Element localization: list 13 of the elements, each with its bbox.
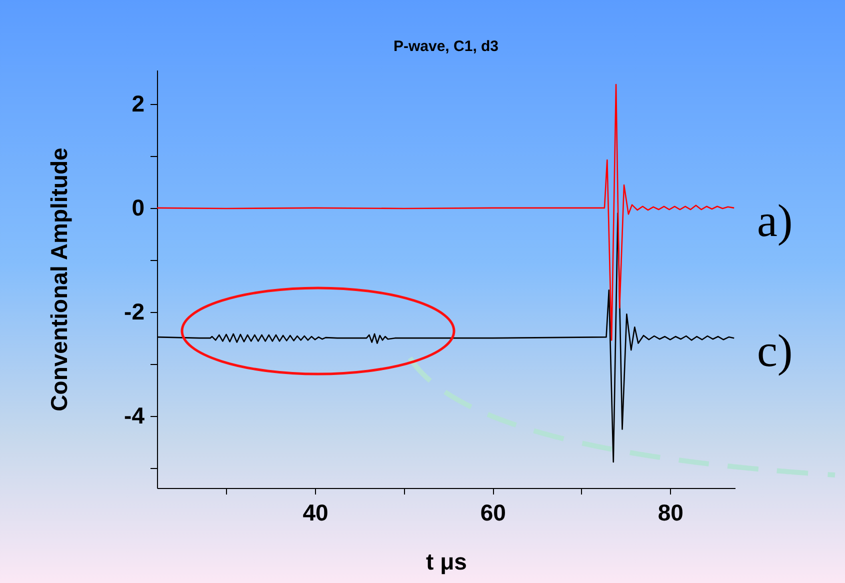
y-tick-label: -2 [124, 298, 144, 325]
x-tick-label: 60 [480, 500, 506, 526]
x-tick-label: 80 [658, 500, 684, 526]
series-label: c) [757, 325, 793, 376]
y-tick-label: -4 [124, 402, 145, 429]
chart-title: P-wave, C1, d3 [393, 38, 499, 55]
y-tick-label: 2 [132, 90, 144, 116]
x-tick-label: 40 [302, 500, 328, 526]
series-label: a) [757, 194, 793, 246]
line-series [157, 84, 735, 341]
y-axis-title: Conventional Amplitude [46, 148, 72, 412]
x-axis-title: t μs [426, 548, 467, 574]
y-tick-label: 0 [132, 194, 144, 220]
